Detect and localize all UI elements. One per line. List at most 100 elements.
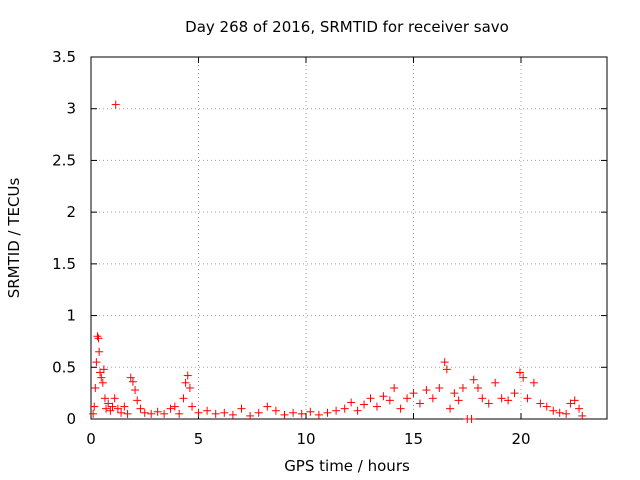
data-point <box>515 368 524 377</box>
data-point <box>220 408 229 417</box>
data-point <box>93 332 102 341</box>
data-point <box>95 347 104 356</box>
x-tick-label: 10 <box>296 430 315 448</box>
data-point <box>504 396 513 405</box>
data-point <box>110 394 119 403</box>
data-point <box>203 406 212 415</box>
data-point <box>91 383 100 392</box>
data-point <box>566 399 575 408</box>
data-point <box>181 378 190 387</box>
data-point <box>183 371 192 380</box>
data-point <box>237 404 246 413</box>
data-point <box>314 410 323 419</box>
data-point <box>575 404 584 413</box>
data-point <box>92 358 101 367</box>
data-point <box>228 410 237 419</box>
chart-title: Day 268 of 2016, SRMTID for receiver sav… <box>185 18 509 36</box>
data-point <box>89 409 98 418</box>
data-point <box>403 394 412 403</box>
y-axis-label: SRMTID / TECUs <box>5 178 23 299</box>
data-point <box>194 408 203 417</box>
data-point <box>120 402 129 411</box>
data-point <box>450 389 459 398</box>
data-point <box>263 402 272 411</box>
data-point <box>289 408 298 417</box>
y-tick-label: 2 <box>66 203 76 221</box>
data-point <box>360 400 369 409</box>
data-point <box>385 396 394 405</box>
data-point <box>467 415 476 423</box>
data-point <box>523 394 532 403</box>
data-point <box>90 402 99 411</box>
data-point <box>136 404 145 413</box>
x-axis-label: GPS time / hours <box>284 457 410 475</box>
data-point <box>185 383 194 392</box>
y-tick-label: 0 <box>66 410 76 428</box>
data-point <box>555 408 564 417</box>
data-point <box>188 402 197 411</box>
data-point <box>428 394 437 403</box>
data-point <box>140 408 149 417</box>
data-point <box>254 408 263 417</box>
data-point <box>323 408 332 417</box>
data-point <box>396 404 405 413</box>
data-point <box>306 407 315 416</box>
data-point <box>98 378 107 387</box>
data-point <box>111 100 120 109</box>
data-point <box>379 392 388 401</box>
data-point <box>474 383 482 392</box>
data-point <box>271 406 280 415</box>
data-point <box>153 407 162 416</box>
data-point <box>542 402 551 411</box>
data-point <box>454 396 463 405</box>
x-tick-label: 20 <box>511 430 530 448</box>
tick-labels: 0 5 10 15 20 0 0.5 1 1.5 2 2.5 3 3.5 <box>52 48 530 448</box>
data-point <box>113 404 122 413</box>
data-point <box>435 383 444 392</box>
y-tick-label: 2.5 <box>52 151 76 169</box>
data-point <box>529 378 538 387</box>
data-point <box>519 373 528 382</box>
data-point <box>160 409 169 418</box>
data-point <box>570 396 579 405</box>
data-point <box>104 399 113 408</box>
data-point <box>99 365 108 374</box>
data-point <box>128 377 137 386</box>
data-point <box>175 409 184 418</box>
data-point <box>246 411 255 420</box>
data-point <box>415 399 424 408</box>
data-point <box>484 399 493 408</box>
data-point <box>409 389 418 398</box>
data-point <box>390 383 399 392</box>
data-point <box>211 409 220 418</box>
data-point <box>133 396 142 405</box>
data-point <box>280 410 289 419</box>
data-point <box>458 383 467 392</box>
data-point <box>340 404 349 413</box>
data-point <box>347 398 356 407</box>
data-point <box>179 394 188 403</box>
data-point <box>297 409 306 418</box>
data-point <box>102 404 111 413</box>
y-tick-label: 3.5 <box>52 48 76 66</box>
data-point <box>147 409 156 418</box>
y-tick-label: 3 <box>66 100 76 118</box>
data-point <box>446 404 455 413</box>
x-tick-label: 15 <box>404 430 423 448</box>
data-point <box>117 408 126 417</box>
data-point <box>170 402 179 411</box>
data-point <box>106 406 115 415</box>
data-point <box>372 402 381 411</box>
data-points <box>89 100 587 423</box>
y-tick-label: 1.5 <box>52 255 76 273</box>
grid-lines <box>91 57 607 419</box>
data-point <box>578 411 587 420</box>
y-tick-label: 1 <box>66 307 76 325</box>
x-tick-label: 5 <box>194 430 204 448</box>
data-point <box>166 404 175 413</box>
data-point <box>97 373 106 382</box>
x-tick-label: 0 <box>86 430 96 448</box>
data-point <box>491 378 500 387</box>
data-point <box>100 394 109 403</box>
